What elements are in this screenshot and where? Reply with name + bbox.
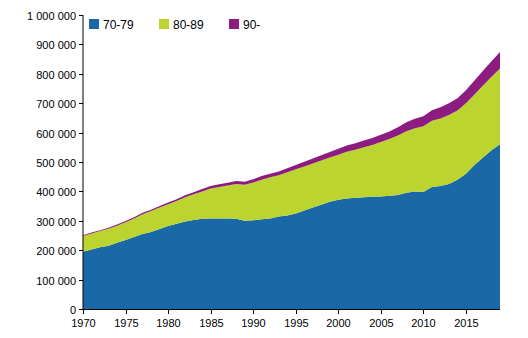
tick-label: 900 000 — [36, 39, 76, 51]
area — [83, 52, 500, 236]
axis-line — [83, 309, 500, 310]
tick — [211, 309, 212, 314]
tick — [338, 309, 339, 314]
tick-label: 1980 — [156, 317, 180, 329]
y-axis: 0 100 000 200 000 300 000 400 000 500 000 600 … — [27, 10, 83, 316]
legend-label: 70-79 — [103, 18, 134, 32]
areas — [83, 52, 500, 309]
tick-label: 1 000 000 — [27, 10, 76, 22]
tick — [126, 309, 127, 314]
legend-swatch — [229, 19, 239, 29]
legend-label: 90- — [243, 18, 260, 32]
tick — [79, 74, 83, 75]
x-axis: 1970 1975 1980 1985 1990 1995 2000 2005 2010 2015 — [71, 309, 500, 329]
tick — [79, 191, 83, 192]
tick-label: 1985 — [199, 317, 223, 329]
legend: 70-79 80-89 90- — [89, 18, 260, 32]
tick — [168, 309, 169, 314]
tick — [79, 133, 83, 134]
tick — [79, 44, 83, 45]
tick — [296, 309, 297, 314]
tick — [381, 309, 382, 314]
tick — [79, 280, 83, 281]
legend-swatch — [159, 19, 169, 29]
tick — [423, 309, 424, 314]
tick-label: 800 000 — [36, 69, 76, 81]
tick-label: 700 000 — [36, 98, 76, 110]
tick-label: 100 000 — [36, 275, 76, 287]
tick-label: 1995 — [284, 317, 308, 329]
tick-label: 500 000 — [36, 157, 76, 169]
tick — [79, 15, 83, 16]
tick-label: 1990 — [241, 317, 265, 329]
tick-label: 1975 — [114, 317, 138, 329]
tick — [79, 221, 83, 222]
legend-swatch — [89, 19, 99, 29]
tick-label: 0 — [70, 304, 76, 316]
legend-label: 80-89 — [173, 18, 204, 32]
tick-label: 200 000 — [36, 245, 76, 257]
tick — [79, 250, 83, 251]
tick — [466, 309, 467, 314]
tick-label: 2010 — [411, 317, 435, 329]
tick — [79, 162, 83, 163]
tick-label: 400 000 — [36, 186, 76, 198]
tick-label: 2005 — [369, 317, 393, 329]
tick — [79, 103, 83, 104]
tick — [253, 309, 254, 314]
tick-label: 2015 — [454, 317, 478, 329]
tick-label: 300 000 — [36, 216, 76, 228]
chart: 0 100 000 200 000 300 000 400 000 500 000 600 … — [0, 0, 528, 338]
area — [83, 69, 500, 252]
tick-label: 2000 — [326, 317, 350, 329]
tick-label: 1970 — [71, 317, 95, 329]
tick — [83, 309, 84, 314]
tick — [79, 309, 83, 310]
tick-label: 600 000 — [36, 128, 76, 140]
